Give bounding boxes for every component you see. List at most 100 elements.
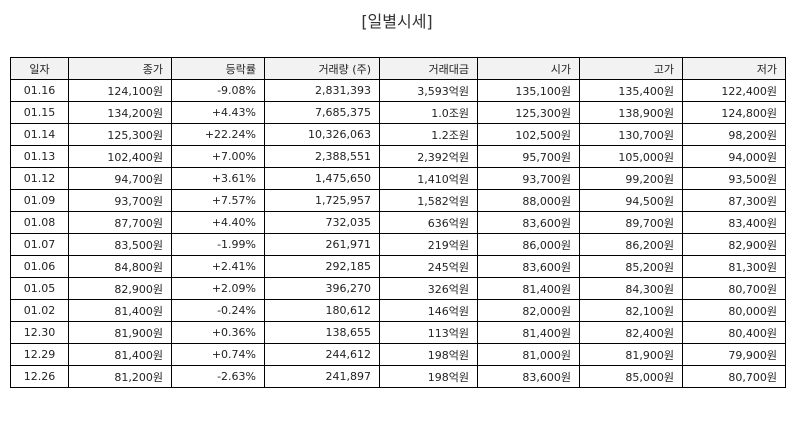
cell-high: 89,700원 xyxy=(579,211,683,234)
table-row: 01.14 125,300원 +22.24% 10,326,063 1.2조원 102,5… xyxy=(10,123,786,146)
cell-close: 83,500원 xyxy=(68,233,172,256)
cell-open: 125,300원 xyxy=(477,101,580,124)
table-header-row: 일자 종가 등락률 거래량 (주) 거래대금 시가 고가 저가 xyxy=(10,57,786,80)
cell-high: 94,500원 xyxy=(579,189,683,212)
cell-close: 93,700원 xyxy=(68,189,172,212)
cell-change: +7.57% xyxy=(171,189,265,212)
cell-change: +0.74% xyxy=(171,343,265,366)
cell-open: 135,100원 xyxy=(477,79,580,102)
cell-volume: 10,326,063 xyxy=(264,123,380,146)
cell-low: 80,000원 xyxy=(682,299,786,322)
cell-amount: 2,392억원 xyxy=(379,145,478,168)
cell-open: 82,000원 xyxy=(477,299,580,322)
cell-high: 82,100원 xyxy=(579,299,683,322)
cell-volume: 396,270 xyxy=(264,277,380,300)
cell-date: 01.05 xyxy=(10,277,69,300)
cell-change: +3.61% xyxy=(171,167,265,190)
cell-change: +2.09% xyxy=(171,277,265,300)
table-row: 12.30 81,900원 +0.36% 138,655 113억원 81,400원 82,… xyxy=(10,321,786,344)
header-change: 등락률 xyxy=(171,57,265,80)
cell-close: 82,900원 xyxy=(68,277,172,300)
cell-high: 85,200원 xyxy=(579,255,683,278)
cell-close: 134,200원 xyxy=(68,101,172,124)
cell-change: +4.43% xyxy=(171,101,265,124)
cell-low: 93,500원 xyxy=(682,167,786,190)
cell-date: 01.06 xyxy=(10,255,69,278)
cell-volume: 180,612 xyxy=(264,299,380,322)
cell-volume: 732,035 xyxy=(264,211,380,234)
table-row: 01.16 124,100원 -9.08% 2,831,393 3,593억원 135,1… xyxy=(10,79,786,102)
cell-amount: 219억원 xyxy=(379,233,478,256)
cell-high: 84,300원 xyxy=(579,277,683,300)
cell-date: 01.09 xyxy=(10,189,69,212)
cell-low: 122,400원 xyxy=(682,79,786,102)
table-row: 01.15 134,200원 +4.43% 7,685,375 1.0조원 125,300… xyxy=(10,101,786,124)
cell-close: 84,800원 xyxy=(68,255,172,278)
page-title: [일별시세] xyxy=(361,12,433,31)
cell-amount: 1,410억원 xyxy=(379,167,478,190)
cell-low: 83,400원 xyxy=(682,211,786,234)
cell-amount: 245억원 xyxy=(379,255,478,278)
cell-change: +22.24% xyxy=(171,123,265,146)
cell-volume: 241,897 xyxy=(264,365,380,388)
cell-date: 12.30 xyxy=(10,321,69,344)
cell-open: 81,400원 xyxy=(477,321,580,344)
header-amount: 거래대금 xyxy=(379,57,478,80)
cell-amount: 1.2조원 xyxy=(379,123,478,146)
cell-high: 135,400원 xyxy=(579,79,683,102)
cell-change: -1.99% xyxy=(171,233,265,256)
cell-close: 81,400원 xyxy=(68,299,172,322)
cell-high: 82,400원 xyxy=(579,321,683,344)
cell-date: 01.02 xyxy=(10,299,69,322)
cell-change: -9.08% xyxy=(171,79,265,102)
cell-close: 81,900원 xyxy=(68,321,172,344)
cell-open: 83,600원 xyxy=(477,255,580,278)
cell-close: 81,400원 xyxy=(68,343,172,366)
table-row: 01.09 93,700원 +7.57% 1,725,957 1,582억원 88,000… xyxy=(10,189,786,212)
header-high: 고가 xyxy=(579,57,683,80)
table-row: 12.26 81,200원 -2.63% 241,897 198억원 83,600원 85,… xyxy=(10,365,786,388)
cell-date: 01.07 xyxy=(10,233,69,256)
cell-amount: 326억원 xyxy=(379,277,478,300)
cell-open: 86,000원 xyxy=(477,233,580,256)
cell-amount: 636억원 xyxy=(379,211,478,234)
cell-amount: 146억원 xyxy=(379,299,478,322)
table-row: 01.07 83,500원 -1.99% 261,971 219억원 86,000원 86,… xyxy=(10,233,786,256)
cell-low: 80,400원 xyxy=(682,321,786,344)
cell-low: 98,200원 xyxy=(682,123,786,146)
cell-volume: 138,655 xyxy=(264,321,380,344)
cell-low: 79,900원 xyxy=(682,343,786,366)
table-row: 01.05 82,900원 +2.09% 396,270 326억원 81,400원 84,… xyxy=(10,277,786,300)
header-open: 시가 xyxy=(477,57,580,80)
cell-amount: 1,582억원 xyxy=(379,189,478,212)
cell-date: 12.26 xyxy=(10,365,69,388)
cell-low: 94,000원 xyxy=(682,145,786,168)
cell-amount: 1.0조원 xyxy=(379,101,478,124)
cell-date: 01.14 xyxy=(10,123,69,146)
table-row: 12.29 81,400원 +0.74% 244,612 198억원 81,000원 81,… xyxy=(10,343,786,366)
cell-open: 81,400원 xyxy=(477,277,580,300)
cell-close: 125,300원 xyxy=(68,123,172,146)
cell-open: 102,500원 xyxy=(477,123,580,146)
table-row: 01.13 102,400원 +7.00% 2,388,551 2,392억원 95,70… xyxy=(10,145,786,168)
cell-low: 124,800원 xyxy=(682,101,786,124)
cell-open: 88,000원 xyxy=(477,189,580,212)
table-body: 01.16 124,100원 -9.08% 2,831,393 3,593억원 135,1… xyxy=(10,79,786,388)
cell-close: 124,100원 xyxy=(68,79,172,102)
cell-volume: 1,725,957 xyxy=(264,189,380,212)
cell-high: 85,000원 xyxy=(579,365,683,388)
cell-high: 130,700원 xyxy=(579,123,683,146)
cell-amount: 113억원 xyxy=(379,321,478,344)
cell-low: 81,300원 xyxy=(682,255,786,278)
cell-close: 81,200원 xyxy=(68,365,172,388)
header-close: 종가 xyxy=(68,57,172,80)
cell-volume: 7,685,375 xyxy=(264,101,380,124)
table-row: 01.12 94,700원 +3.61% 1,475,650 1,410억원 93,700… xyxy=(10,167,786,190)
cell-volume: 292,185 xyxy=(264,255,380,278)
cell-high: 86,200원 xyxy=(579,233,683,256)
cell-open: 95,700원 xyxy=(477,145,580,168)
cell-high: 105,000원 xyxy=(579,145,683,168)
cell-volume: 261,971 xyxy=(264,233,380,256)
cell-close: 87,700원 xyxy=(68,211,172,234)
cell-volume: 1,475,650 xyxy=(264,167,380,190)
